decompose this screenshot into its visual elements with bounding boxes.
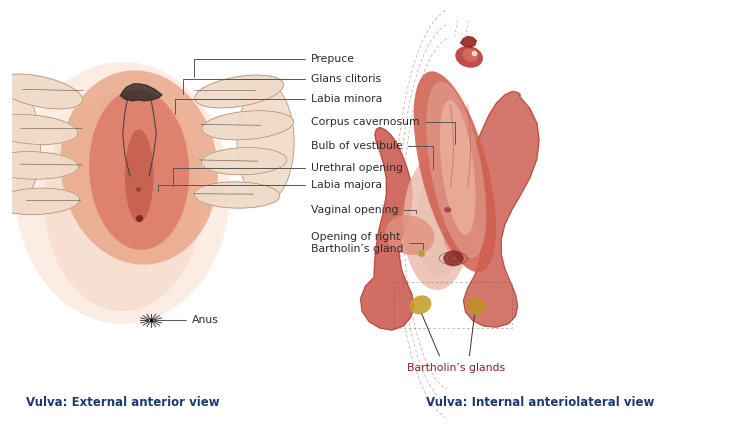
Text: Labia majora: Labia majora bbox=[158, 180, 381, 191]
Text: Anus: Anus bbox=[154, 315, 219, 325]
Text: Vulva: External anterior view: Vulva: External anterior view bbox=[26, 396, 219, 409]
Ellipse shape bbox=[15, 62, 230, 324]
Polygon shape bbox=[0, 152, 79, 179]
Ellipse shape bbox=[89, 89, 190, 250]
Ellipse shape bbox=[44, 92, 201, 311]
Text: Glans clitoris: Glans clitoris bbox=[184, 74, 381, 94]
Polygon shape bbox=[0, 188, 79, 214]
Text: Prepuce: Prepuce bbox=[194, 54, 354, 77]
Text: Labia minora: Labia minora bbox=[175, 94, 382, 114]
Ellipse shape bbox=[416, 172, 462, 277]
Ellipse shape bbox=[237, 83, 294, 201]
Polygon shape bbox=[0, 74, 82, 109]
Ellipse shape bbox=[444, 219, 487, 256]
Ellipse shape bbox=[426, 81, 486, 258]
Text: Urethral opening: Urethral opening bbox=[173, 163, 402, 186]
Polygon shape bbox=[461, 36, 476, 47]
Ellipse shape bbox=[410, 295, 432, 314]
Ellipse shape bbox=[0, 87, 41, 205]
Text: Bartholin’s glands: Bartholin’s glands bbox=[408, 363, 505, 373]
Polygon shape bbox=[0, 115, 78, 144]
Ellipse shape bbox=[440, 100, 475, 235]
Ellipse shape bbox=[61, 71, 218, 265]
Text: Bulb of vestibule: Bulb of vestibule bbox=[311, 141, 434, 169]
Ellipse shape bbox=[462, 48, 478, 62]
Polygon shape bbox=[194, 182, 280, 208]
Polygon shape bbox=[195, 75, 284, 108]
Ellipse shape bbox=[125, 130, 153, 223]
Polygon shape bbox=[202, 111, 294, 140]
Ellipse shape bbox=[413, 71, 496, 272]
Text: Opening of right
Bartholin’s gland: Opening of right Bartholin’s gland bbox=[311, 232, 423, 253]
Ellipse shape bbox=[403, 155, 471, 290]
Ellipse shape bbox=[466, 297, 486, 315]
Ellipse shape bbox=[444, 207, 451, 213]
Ellipse shape bbox=[385, 215, 434, 255]
Polygon shape bbox=[361, 128, 414, 330]
Ellipse shape bbox=[456, 46, 483, 68]
Polygon shape bbox=[201, 148, 287, 175]
Text: Vaginal opening: Vaginal opening bbox=[311, 205, 416, 215]
Polygon shape bbox=[464, 92, 539, 327]
Ellipse shape bbox=[443, 250, 464, 266]
Text: Corpus cavernosum: Corpus cavernosum bbox=[311, 117, 455, 144]
Polygon shape bbox=[120, 84, 162, 101]
Text: Vulva: Internal anteriolateral view: Vulva: Internal anteriolateral view bbox=[426, 396, 655, 409]
